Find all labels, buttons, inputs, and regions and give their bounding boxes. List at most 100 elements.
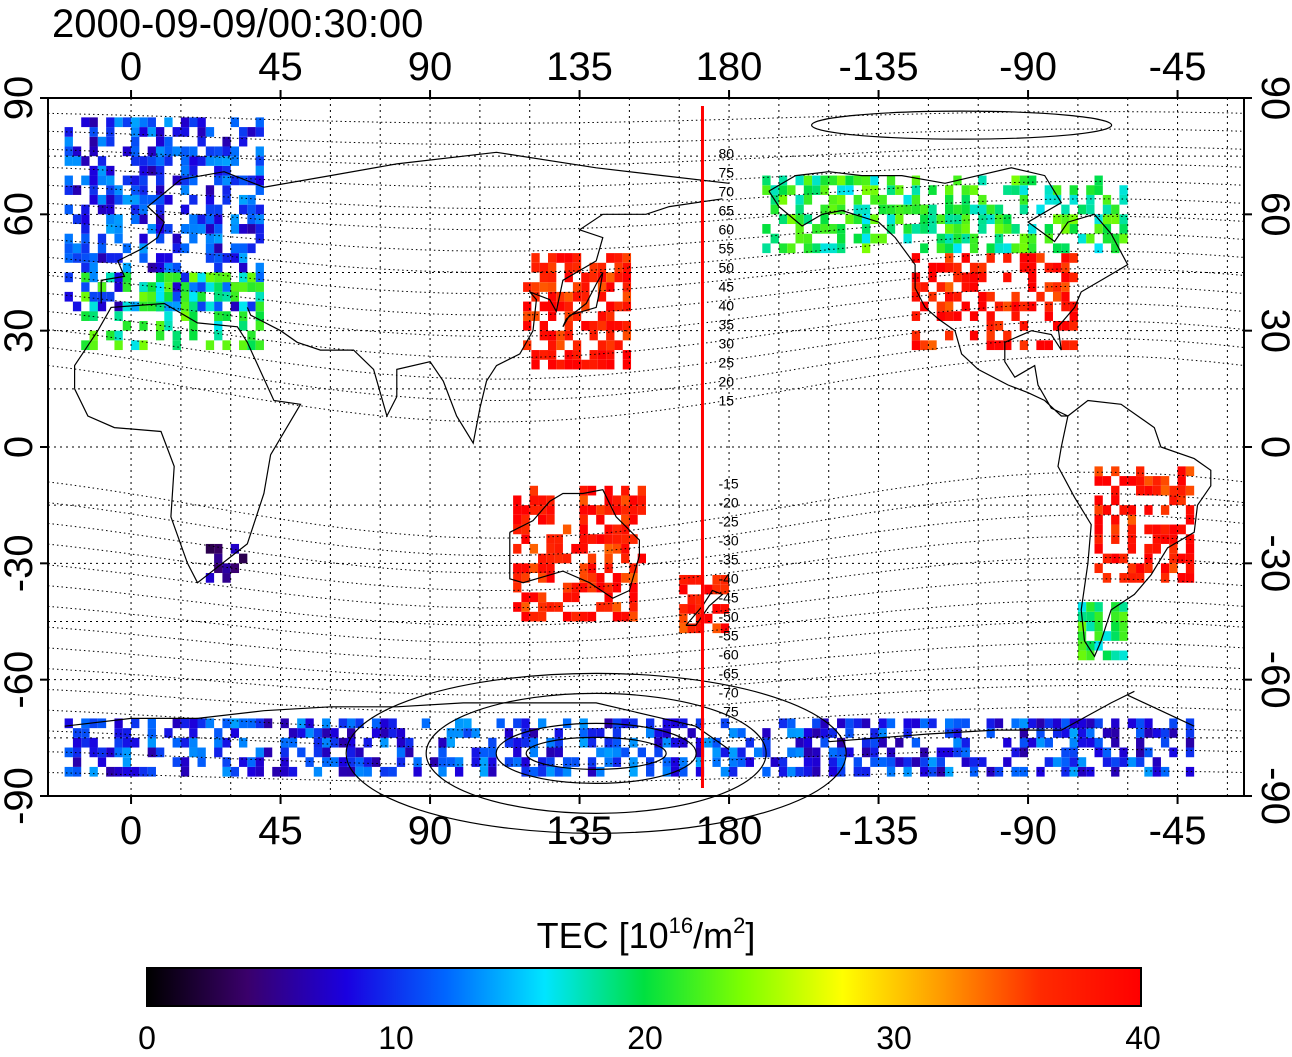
tec-cell — [189, 330, 198, 341]
tec-cell — [89, 747, 98, 758]
tec-cell — [920, 757, 929, 767]
tec-cell — [637, 485, 646, 496]
tec-cell — [538, 573, 547, 583]
tec-cell — [64, 175, 73, 186]
tec-cell — [205, 214, 215, 225]
lon-label-bottom: 90 — [408, 809, 453, 853]
tec-cell — [197, 224, 206, 234]
tec-cell — [812, 175, 821, 186]
tec-cell — [1077, 766, 1087, 777]
tec-cell — [529, 495, 539, 506]
magnetic-contour — [47, 749, 1245, 766]
tec-cell — [1119, 214, 1128, 225]
lat-label-right: 90 — [1253, 76, 1292, 121]
tec-cell — [604, 543, 613, 554]
tec-cell — [562, 718, 572, 729]
tec-cell — [1019, 728, 1029, 738]
tec-cell — [812, 718, 821, 729]
tec-cell — [828, 757, 838, 767]
tec-cell — [147, 737, 156, 748]
tec-cell — [695, 594, 705, 605]
tec-cell — [205, 272, 215, 283]
tec-cell — [147, 194, 156, 205]
tec-cell — [172, 737, 181, 748]
tec-cell — [139, 766, 148, 777]
tec-cell — [1086, 611, 1095, 622]
tec-cell — [471, 757, 480, 767]
tec-cell — [587, 573, 597, 583]
tec-cell — [1102, 553, 1112, 564]
tec-cell — [606, 272, 615, 283]
tec-cell — [604, 757, 613, 767]
tec-cell — [222, 766, 231, 777]
tec-cell — [646, 718, 655, 729]
tec-cell — [205, 185, 215, 195]
tec-cell — [1061, 766, 1070, 777]
tec-cell — [388, 766, 397, 777]
tec-cell — [606, 301, 615, 312]
tec-cell — [614, 301, 623, 312]
tec-cell — [1028, 737, 1037, 748]
tec-cell — [547, 291, 557, 302]
tec-cell — [571, 757, 580, 767]
tec-cell — [239, 553, 248, 564]
tec-cell — [1119, 611, 1128, 622]
tec-cell — [72, 243, 82, 254]
colorbar-label-main: TEC [10 — [536, 915, 669, 956]
tec-cell — [770, 185, 779, 195]
tec-cell — [197, 747, 206, 758]
tec-cell — [222, 194, 231, 205]
tec-cell — [521, 514, 530, 525]
tec-cell — [556, 340, 565, 351]
tec-cell — [1160, 476, 1170, 486]
tec-cell — [546, 563, 555, 574]
tec-cell — [529, 505, 539, 515]
tec-cell — [122, 757, 132, 767]
tec-cell — [994, 243, 1004, 254]
tec-cell — [1111, 728, 1120, 738]
tec-cell — [479, 747, 489, 758]
tec-cell — [471, 728, 480, 738]
tec-cell — [587, 737, 597, 748]
tec-cell — [114, 340, 123, 351]
tec-cell — [704, 584, 713, 595]
lat-label-left: 90 — [0, 76, 41, 121]
tec-cell — [662, 757, 671, 767]
tec-cell — [596, 534, 605, 544]
tec-cell — [1069, 747, 1078, 758]
tec-cell — [180, 185, 190, 195]
tec-cell — [1127, 757, 1137, 767]
tec-cell — [554, 747, 563, 758]
tec-cell — [1011, 224, 1020, 234]
tec-cell — [114, 766, 123, 777]
tec-cell — [770, 757, 779, 767]
tec-cell — [114, 282, 123, 292]
tec-cell — [64, 127, 73, 137]
tec-cell — [496, 718, 505, 729]
tec-cell — [122, 728, 132, 738]
tec-cell — [1069, 766, 1078, 777]
tec-cell — [621, 495, 630, 506]
tec-cell — [878, 728, 887, 738]
tec-cell — [521, 592, 530, 603]
tec-cell — [895, 204, 904, 215]
tec-cell — [1136, 476, 1145, 486]
tec-cell — [1094, 224, 1103, 234]
tec-cell — [803, 233, 813, 244]
tec-cell — [205, 301, 215, 312]
tec-cell — [712, 737, 721, 748]
tec-cell — [787, 766, 796, 777]
tec-cell — [1003, 340, 1012, 351]
tec-cell — [222, 718, 231, 729]
tec-cell — [961, 737, 970, 748]
tec-cell — [72, 253, 82, 263]
tec-cell — [529, 728, 539, 738]
tec-cell — [205, 573, 215, 583]
tec-cell — [97, 233, 107, 244]
tec-cell — [953, 214, 962, 225]
tec-cell — [861, 204, 871, 215]
lon-label-top: 180 — [696, 45, 763, 89]
tec-cell — [214, 563, 223, 574]
tec-cell — [911, 282, 921, 292]
tec-cell — [961, 214, 970, 225]
